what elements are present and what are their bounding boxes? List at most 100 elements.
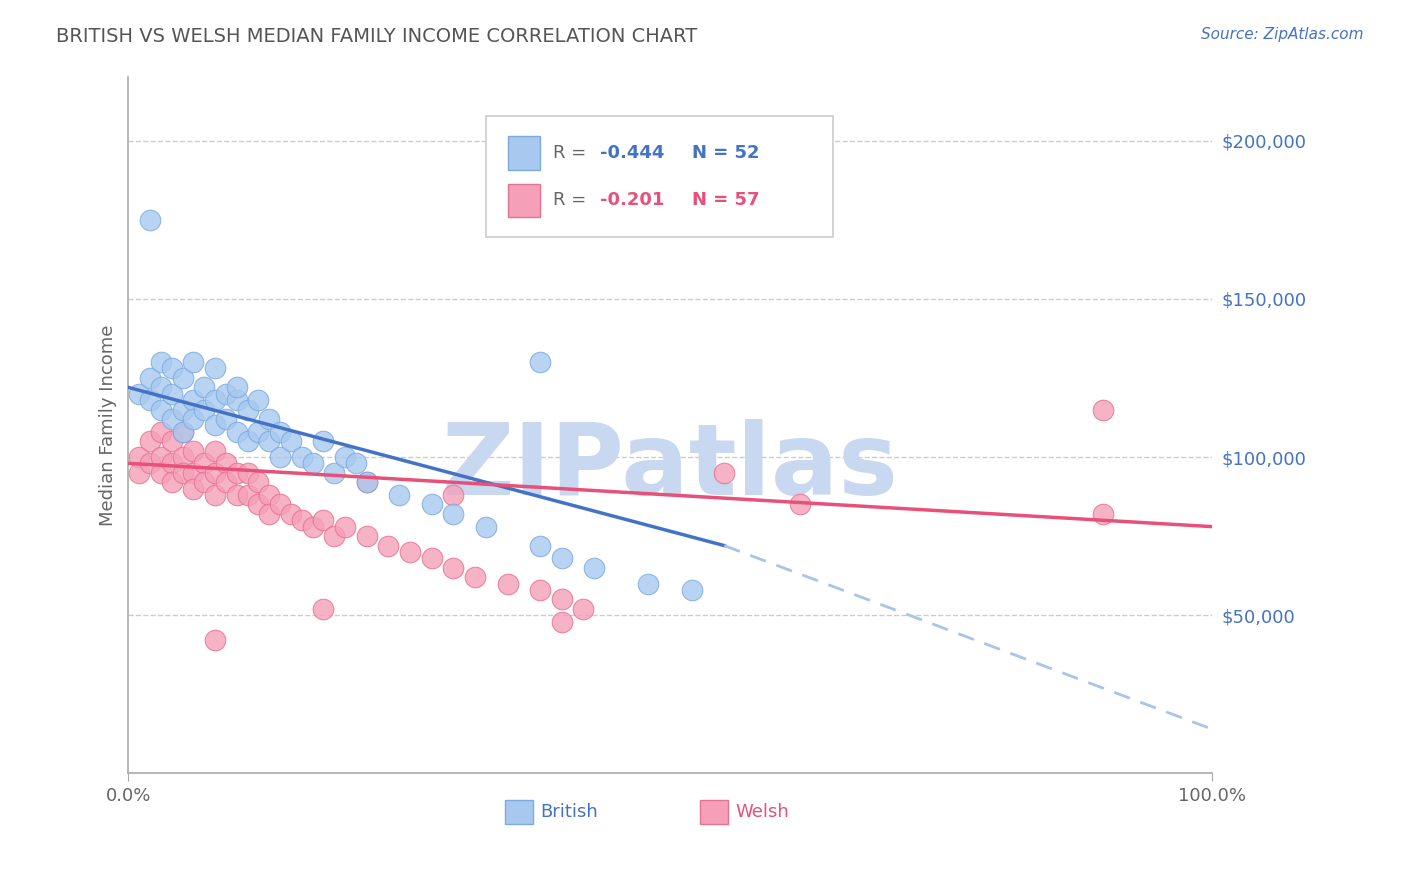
- Point: [323, 466, 346, 480]
- Point: [193, 456, 215, 470]
- Point: [160, 412, 183, 426]
- Point: [789, 498, 811, 512]
- Point: [259, 412, 281, 426]
- Point: [269, 498, 291, 512]
- Point: [259, 434, 281, 449]
- Point: [377, 539, 399, 553]
- Point: [139, 434, 162, 449]
- Text: Welsh: Welsh: [735, 803, 789, 821]
- Text: BRITISH VS WELSH MEDIAN FAMILY INCOME CORRELATION CHART: BRITISH VS WELSH MEDIAN FAMILY INCOME CO…: [56, 27, 697, 45]
- Point: [128, 386, 150, 401]
- Point: [443, 560, 465, 574]
- Point: [301, 456, 323, 470]
- Point: [1092, 402, 1115, 417]
- Text: N = 52: N = 52: [692, 144, 759, 161]
- Point: [204, 466, 226, 480]
- Point: [356, 529, 378, 543]
- Text: R =: R =: [553, 144, 592, 161]
- Point: [204, 633, 226, 648]
- Point: [193, 380, 215, 394]
- Point: [139, 212, 162, 227]
- Point: [464, 570, 486, 584]
- Point: [529, 355, 551, 369]
- Bar: [700, 800, 727, 824]
- Point: [149, 425, 172, 439]
- Point: [193, 475, 215, 490]
- Point: [160, 361, 183, 376]
- Point: [529, 539, 551, 553]
- Point: [583, 560, 606, 574]
- Point: [149, 355, 172, 369]
- Point: [280, 434, 302, 449]
- Point: [312, 602, 335, 616]
- Point: [215, 386, 238, 401]
- Point: [139, 393, 162, 408]
- Point: [572, 602, 595, 616]
- Point: [172, 371, 194, 385]
- Point: [160, 456, 183, 470]
- Text: N = 57: N = 57: [692, 192, 759, 210]
- Point: [183, 466, 205, 480]
- Point: [475, 519, 498, 533]
- Point: [225, 380, 247, 394]
- Point: [269, 450, 291, 464]
- Point: [204, 393, 226, 408]
- FancyBboxPatch shape: [486, 116, 832, 237]
- Point: [193, 402, 215, 417]
- Point: [399, 545, 422, 559]
- Point: [269, 425, 291, 439]
- Point: [236, 466, 259, 480]
- Point: [236, 402, 259, 417]
- Point: [551, 592, 574, 607]
- Point: [301, 519, 323, 533]
- Point: [160, 475, 183, 490]
- Point: [247, 393, 270, 408]
- Point: [356, 475, 378, 490]
- Point: [204, 488, 226, 502]
- Point: [291, 450, 314, 464]
- Text: British: British: [540, 803, 598, 821]
- Point: [259, 488, 281, 502]
- Point: [160, 434, 183, 449]
- Point: [172, 402, 194, 417]
- Point: [225, 393, 247, 408]
- Point: [551, 615, 574, 629]
- Point: [443, 507, 465, 521]
- Point: [280, 507, 302, 521]
- Point: [344, 456, 367, 470]
- Point: [160, 386, 183, 401]
- Point: [204, 443, 226, 458]
- Point: [388, 488, 411, 502]
- Point: [236, 434, 259, 449]
- Point: [215, 412, 238, 426]
- Point: [551, 551, 574, 566]
- Point: [172, 466, 194, 480]
- Point: [172, 425, 194, 439]
- Point: [236, 488, 259, 502]
- Point: [172, 425, 194, 439]
- Point: [225, 488, 247, 502]
- Point: [247, 475, 270, 490]
- Point: [333, 519, 356, 533]
- Point: [713, 466, 735, 480]
- Point: [291, 513, 314, 527]
- Point: [204, 418, 226, 433]
- Point: [681, 582, 703, 597]
- Point: [1092, 507, 1115, 521]
- Bar: [508, 184, 540, 217]
- Point: [247, 498, 270, 512]
- Point: [183, 443, 205, 458]
- Text: R =: R =: [553, 192, 592, 210]
- Point: [149, 450, 172, 464]
- Point: [183, 355, 205, 369]
- Point: [637, 576, 659, 591]
- Y-axis label: Median Family Income: Median Family Income: [100, 325, 117, 526]
- Point: [356, 475, 378, 490]
- Text: ZIPatlas: ZIPatlas: [441, 418, 898, 516]
- Text: -0.444: -0.444: [600, 144, 664, 161]
- Point: [215, 456, 238, 470]
- Point: [139, 456, 162, 470]
- Point: [496, 576, 519, 591]
- Point: [420, 498, 443, 512]
- Point: [139, 371, 162, 385]
